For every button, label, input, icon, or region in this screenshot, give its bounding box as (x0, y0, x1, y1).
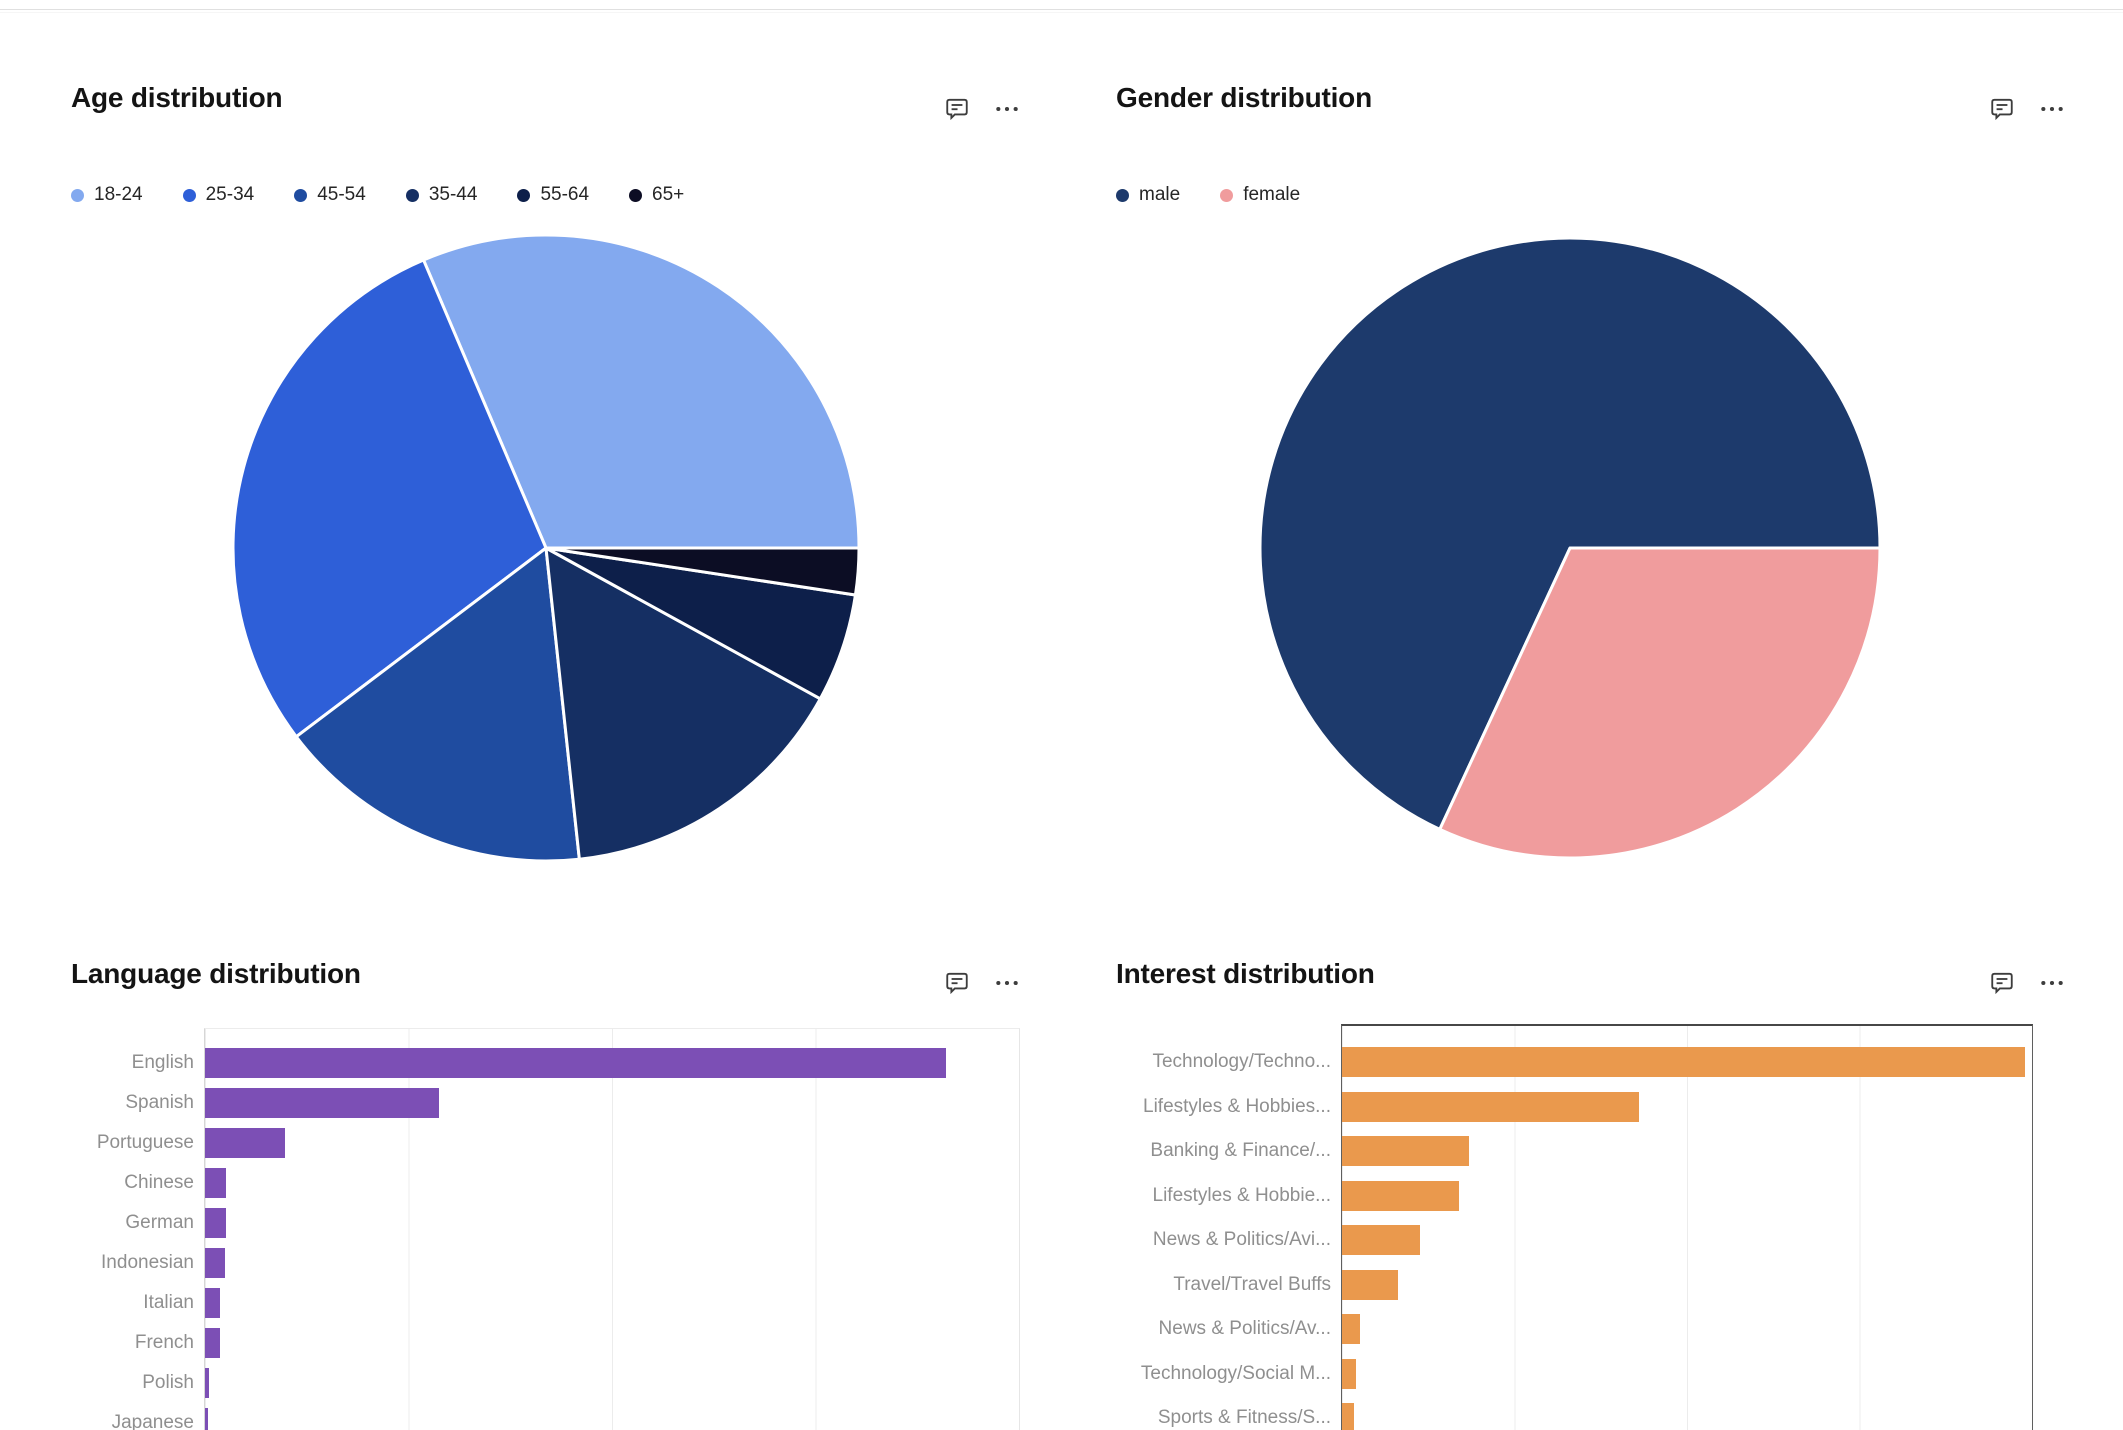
gender-panel-title: Gender distribution (1116, 82, 1372, 113)
legend-label: 65+ (652, 184, 685, 205)
legend-dot (1220, 188, 1234, 202)
bar-Portuguese[interactable] (205, 1128, 285, 1158)
bar-Technology/Social M...[interactable] (1342, 1358, 1356, 1389)
category-label: Spanish (125, 1092, 194, 1113)
age-panel-actions (944, 96, 1020, 122)
more-options-icon[interactable] (2039, 96, 2065, 122)
bar-Chinese[interactable] (205, 1168, 227, 1198)
legend-label: 25-34 (205, 184, 255, 205)
category-label: Banking & Finance/... (1150, 1140, 1331, 1161)
top-divider-shadow (0, 12, 2123, 13)
category-label: English (131, 1052, 194, 1073)
interest-bar-plot: Technology/Techno... Lifestyles & Hobbies… (1141, 1024, 2033, 1430)
legend-item[interactable]: female (1220, 184, 1300, 206)
bar-Banking & Finance/...[interactable] (1342, 1136, 1469, 1166)
legend-item[interactable]: 55-64 (517, 184, 589, 206)
interest-panel-actions (1989, 970, 2065, 996)
more-options-icon[interactable] (994, 970, 1020, 996)
category-label: Travel/Travel Buffs (1173, 1273, 1331, 1295)
pie-slice-female[interactable] (1438, 546, 1882, 860)
gender-panel-actions (1989, 96, 2065, 122)
pie-slice-45-54[interactable] (294, 546, 581, 863)
legend-item[interactable]: male (1116, 184, 1180, 206)
comment-icon[interactable] (1989, 96, 2015, 122)
category-label: Indonesian (101, 1252, 194, 1273)
bar-Technology/Techno...[interactable] (1342, 1047, 2026, 1077)
legend-dot (294, 188, 308, 202)
top-divider (0, 9, 2123, 10)
legend-dot (71, 188, 84, 202)
bar-Japanese[interactable] (205, 1408, 209, 1430)
category-label: German (125, 1212, 194, 1233)
category-label: Lifestyles & Hobbies... (1143, 1095, 1331, 1117)
pie-slice-65+[interactable] (544, 546, 861, 597)
legend-item[interactable]: 65+ (629, 184, 684, 206)
more-options-icon[interactable] (994, 96, 1020, 122)
comment-icon[interactable] (944, 96, 970, 122)
category-label: News & Politics/Avi... (1152, 1229, 1331, 1250)
legend-dot (629, 188, 643, 202)
category-label: News & Politics/Av... (1158, 1318, 1331, 1339)
bar-Travel/Travel Buffs[interactable] (1342, 1269, 1398, 1300)
panel-gender-distribution: Gender distribution male female (1085, 60, 2105, 920)
age-panel-title: Age distribution (71, 82, 283, 113)
bar-German[interactable] (205, 1208, 227, 1238)
bar-News & Politics/Avi...[interactable] (1342, 1225, 1420, 1255)
legend-item[interactable]: 45-54 (294, 184, 366, 206)
pie-slice-25-34[interactable] (231, 258, 548, 739)
gender-legend: male female (1116, 184, 1300, 206)
bar-News & Politics/Av...[interactable] (1342, 1314, 1360, 1344)
legend-label: 45-54 (317, 184, 366, 205)
bar-French[interactable] (205, 1328, 220, 1358)
comment-icon[interactable] (944, 970, 970, 996)
legend-dot (1116, 188, 1129, 202)
legend-label: female (1243, 184, 1301, 205)
category-label: French (134, 1332, 194, 1353)
language-panel-actions (944, 970, 1020, 996)
category-label: Japanese (111, 1412, 194, 1430)
category-label: Sports & Fitness/S... (1157, 1407, 1331, 1428)
pie-slice-male[interactable] (1258, 236, 1882, 831)
legend-label: 35-44 (428, 184, 478, 205)
pie-slice-18-24[interactable] (422, 233, 861, 550)
legend-dot (517, 188, 531, 202)
bar-Lifestyles & Hobbie...[interactable] (1342, 1180, 1459, 1211)
bar-Spanish[interactable] (205, 1088, 439, 1118)
language-bar-plot: English Spanish Portuguese Chinese German Ind… (97, 1028, 1020, 1430)
interest-panel-title: Interest distribution (1116, 958, 1375, 989)
panel-language-distribution: Language distribution English Spanish Port… (40, 930, 1060, 1430)
bar-Indonesian[interactable] (205, 1248, 225, 1278)
bar-Sports & Fitness/S...[interactable] (1342, 1403, 1354, 1430)
panel-age-distribution: Age distribution 18-24 25-34 45-54 35-44 55-… (40, 60, 1060, 920)
panel-interest-distribution: Interest distribution Technology/Techno.… (1085, 930, 2105, 1430)
legend-dot (182, 188, 196, 202)
legend-label: male (1139, 184, 1181, 205)
legend-label: 18-24 (94, 184, 143, 205)
category-label: Italian (143, 1292, 194, 1313)
category-label: Technology/Techno... (1152, 1051, 1331, 1072)
legend-item[interactable]: 18-24 (71, 184, 143, 206)
legend-dot (405, 188, 419, 202)
category-label: Polish (142, 1372, 194, 1393)
category-label: Technology/Social M... (1140, 1362, 1331, 1384)
language-panel-title: Language distribution (71, 958, 361, 989)
bar-Italian[interactable] (205, 1288, 220, 1318)
pie-slice-35-44[interactable] (544, 546, 822, 861)
legend-label: 55-64 (540, 184, 590, 205)
comment-icon[interactable] (1989, 970, 2015, 996)
legend-item[interactable]: 25-34 (182, 184, 255, 206)
category-label: Chinese (124, 1172, 194, 1193)
bar-Polish[interactable] (205, 1368, 210, 1398)
bar-Lifestyles & Hobbies...[interactable] (1342, 1091, 1639, 1122)
more-options-icon[interactable] (2039, 970, 2065, 996)
legend-item[interactable]: 35-44 (405, 184, 478, 206)
category-label: Portuguese (96, 1132, 194, 1153)
age-pie-chart (231, 233, 861, 863)
bar-English[interactable] (205, 1048, 946, 1078)
gender-pie-chart (1258, 236, 1882, 860)
category-label: Lifestyles & Hobbie... (1152, 1184, 1331, 1206)
age-legend: 18-24 25-34 45-54 35-44 55-64 65+ (71, 184, 684, 206)
